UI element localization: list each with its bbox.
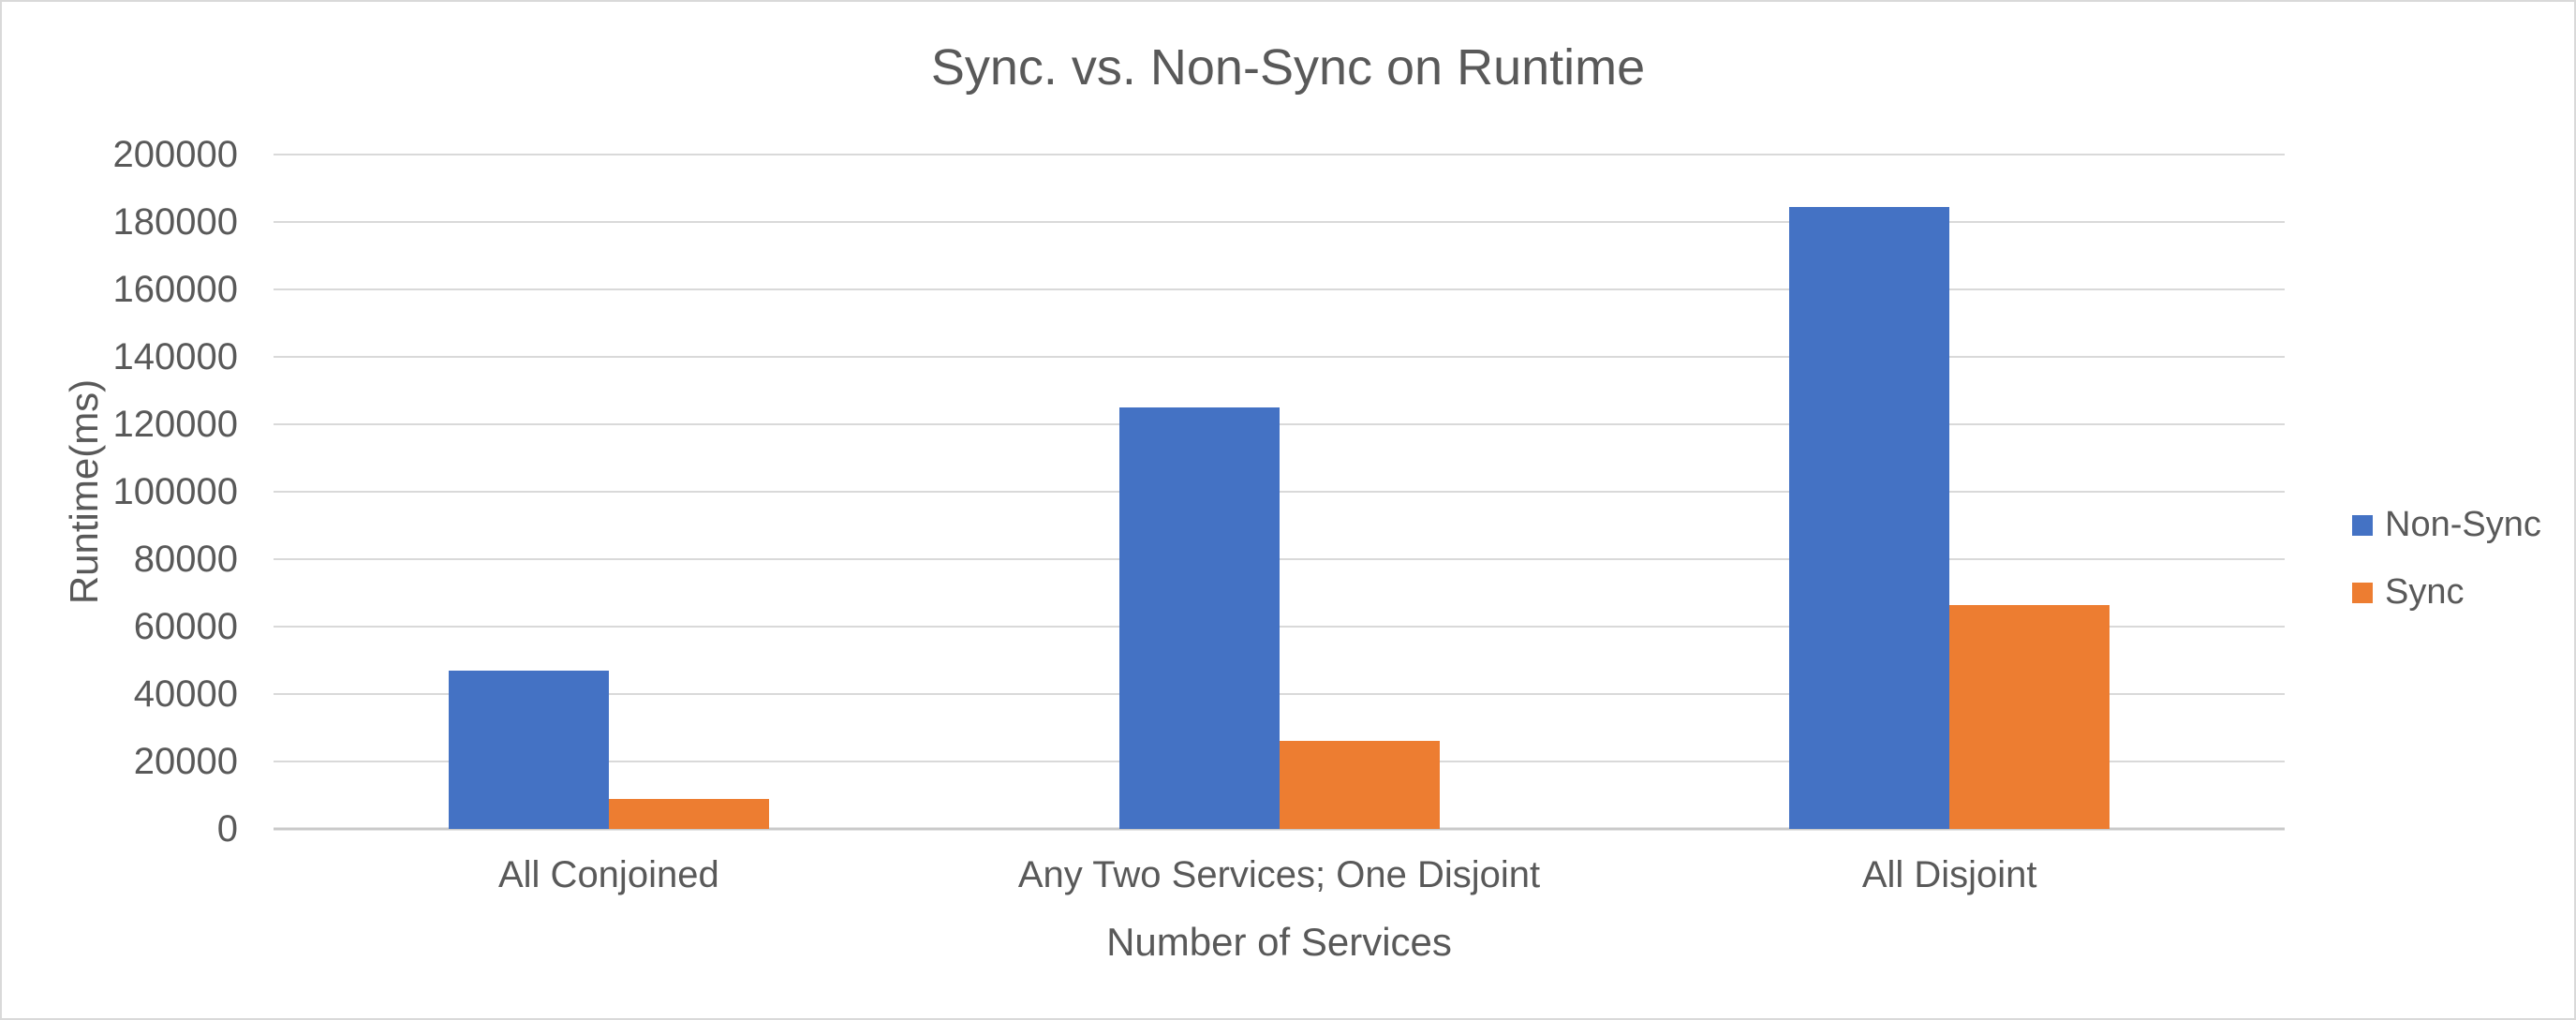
- bar-sync-any-two-services-one-disjoint: [1279, 741, 1440, 829]
- y-tick-label: 60000: [133, 606, 238, 647]
- y-tick-label: 120000: [112, 404, 238, 445]
- bar-sync-all-conjoined: [608, 798, 769, 829]
- legend-item-sync: Sync: [2352, 571, 2541, 613]
- bar-group-all-conjoined: [274, 155, 944, 829]
- bar-group-all-disjoint: [1614, 155, 2285, 829]
- gridline: [274, 558, 2285, 560]
- gridline: [274, 154, 2285, 155]
- plot-area: [274, 154, 2285, 831]
- gridline: [274, 423, 2285, 425]
- legend-label-non-sync: Non-Sync: [2385, 505, 2541, 544]
- x-axis-line: [274, 827, 2285, 831]
- x-tick-label-all-disjoint: All Disjoint: [1861, 854, 2037, 895]
- y-tick-label: 200000: [112, 134, 238, 175]
- y-tick-label: 100000: [112, 471, 238, 512]
- x-tick-label-all-conjoined: All Conjoined: [497, 854, 719, 895]
- y-tick-label: 140000: [112, 336, 238, 377]
- y-tick-label: 40000: [133, 673, 238, 715]
- y-tick-label: 160000: [112, 269, 238, 310]
- x-axis-tick-labels: All Conjoined Any Two Services; One Disjo…: [274, 852, 2285, 897]
- legend-swatch-icon-non-sync: [2352, 514, 2373, 536]
- bar-non-sync-all-disjoint: [1789, 206, 1950, 829]
- bar-group-any-two-services-one-disjoint: [944, 155, 1615, 829]
- y-tick-label: 80000: [133, 539, 238, 580]
- gridline: [274, 491, 2285, 493]
- y-tick-label: 0: [216, 808, 238, 850]
- gridline: [274, 693, 2285, 695]
- gridline: [274, 626, 2285, 628]
- y-axis-tick-labels: 0 20000 40000 60000 80000 100000 120000 140000 1…: [2, 136, 238, 848]
- legend: Non-Sync Sync: [2352, 505, 2541, 613]
- gridline: [274, 288, 2285, 290]
- bar-non-sync-all-conjoined: [448, 670, 609, 829]
- bar-non-sync-any-two-services-one-disjoint: [1118, 407, 1280, 829]
- bar-groups: [274, 155, 2285, 829]
- y-tick-label: 180000: [112, 201, 238, 243]
- legend-swatch-icon-sync: [2352, 582, 2373, 603]
- bar-sync-all-disjoint: [1949, 604, 2110, 829]
- legend-item-non-sync: Non-Sync: [2352, 505, 2541, 545]
- chart-title: Sync. vs. Non-Sync on Runtime: [930, 39, 1646, 96]
- gridline: [274, 356, 2285, 358]
- gridline: [274, 221, 2285, 223]
- x-axis-title: Number of Services: [1106, 920, 1452, 964]
- x-tick-label-any-two-services-one-disjoint: Any Two Services; One Disjoint: [1017, 854, 1541, 895]
- y-tick-label: 20000: [133, 741, 238, 782]
- legend-label-sync: Sync: [2385, 571, 2465, 612]
